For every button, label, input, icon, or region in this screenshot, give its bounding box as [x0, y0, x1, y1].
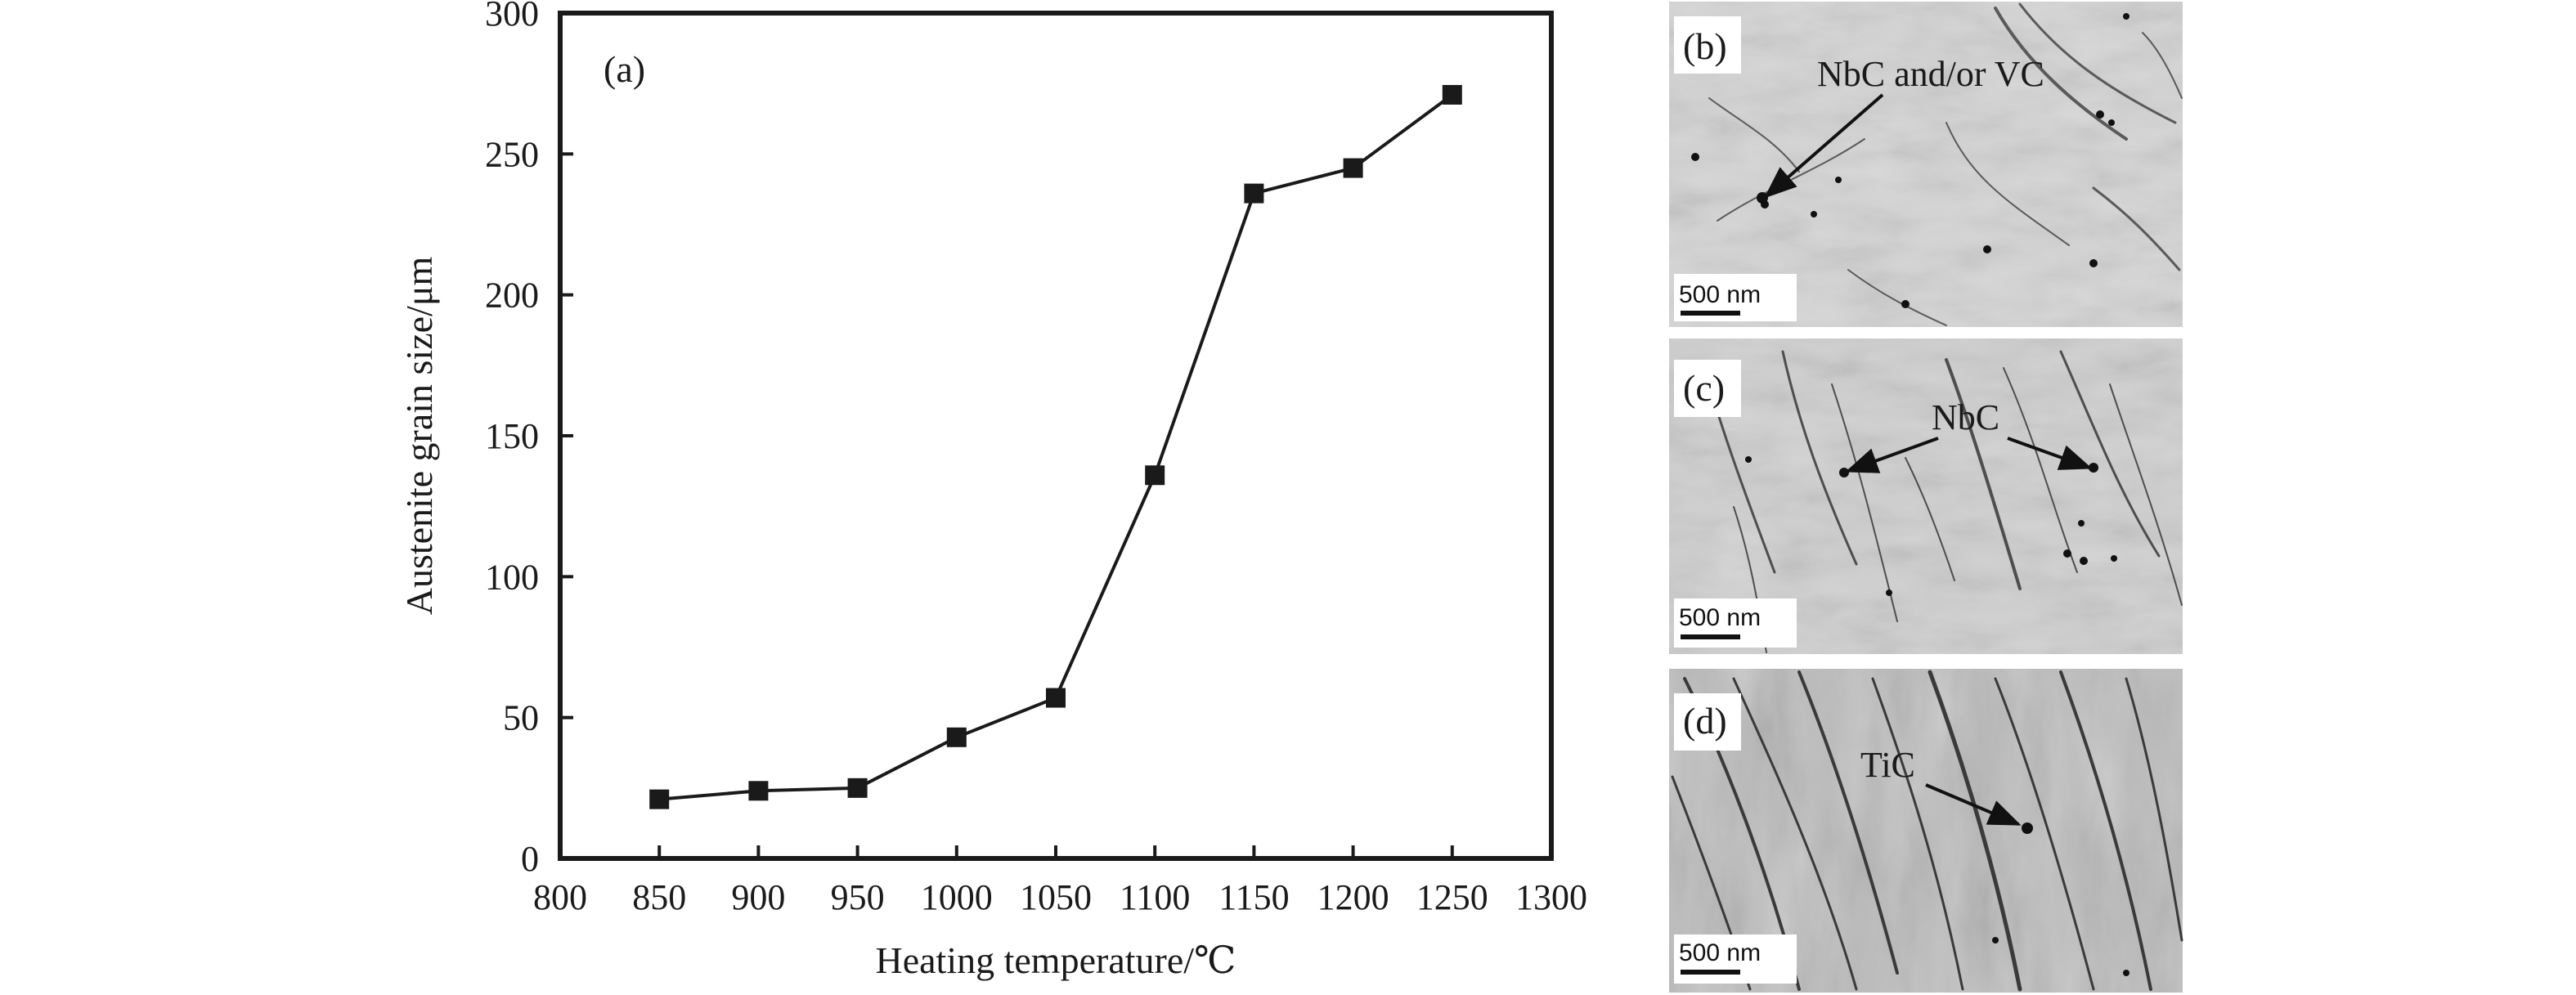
micrograph-d-annotation: TiC: [1860, 745, 1915, 785]
x-tick-label: 1150: [1218, 877, 1289, 917]
x-tick-label: 1000: [921, 877, 993, 917]
plot-frame: [558, 11, 1554, 861]
x-axis-ticks: 800 850 900 950 1000 1050 1100 1150 1200 1250 1300: [533, 845, 1587, 917]
micrograph-c: NbC (c) 500 nm: [1669, 338, 2183, 654]
micrograph-b-streaks: [1708, 2, 2183, 326]
x-tick-label: 850: [632, 877, 686, 917]
x-tick-label: 1050: [1020, 877, 1092, 917]
micrograph-c-scale-label: 500 nm: [1679, 604, 1761, 631]
data-point: [748, 781, 769, 801]
data-point: [1145, 465, 1165, 486]
data-markers: [649, 84, 1462, 809]
micrograph-c-arrow-left: [1845, 437, 1939, 473]
micrograph-d-arrow: [1925, 783, 2022, 826]
x-tick-label: 900: [731, 877, 785, 917]
micrograph-b-label: (b): [1683, 25, 1727, 67]
micrograph-d-label-box: [1674, 693, 1741, 751]
data-point: [1244, 183, 1264, 204]
micrograph-c-arrow-right: [2007, 437, 2093, 470]
data-point: [1442, 84, 1462, 105]
x-tick-label: 1250: [1416, 877, 1488, 917]
y-axis-title: Austenite grain size/μm: [398, 257, 440, 616]
micrograph-b-label-box: [1674, 16, 1741, 74]
x-tick-label: 1300: [1515, 877, 1587, 917]
data-point: [1046, 688, 1066, 708]
data-point: [847, 778, 868, 798]
y-tick-label: 200: [485, 276, 539, 316]
micrograph-d-scale-label: 500 nm: [1679, 939, 1761, 966]
x-tick-label: 950: [831, 877, 885, 917]
micrograph-d: TiC (d) 500 nm: [1669, 669, 2183, 993]
x-tick-label: 800: [533, 877, 587, 917]
y-tick-label: 300: [485, 0, 539, 34]
micrograph-b: NbC and/or VC (b) 500 nm: [1669, 2, 2183, 327]
x-axis-title: Heating temperature/℃: [876, 939, 1236, 981]
x-tick-label: 1200: [1317, 877, 1389, 917]
micrograph-b-arrow: [1763, 93, 1884, 199]
y-tick-label: 250: [485, 134, 539, 174]
data-point: [946, 727, 967, 747]
grain-size-chart: 800 850 900 950 1000 1050 1100 1150 1200 1250 1300…: [398, 0, 1587, 981]
micrograph-b-texture: [1669, 2, 2183, 327]
micrograph-c-label: (c): [1683, 367, 1725, 409]
micrograph-d-streaks: [1671, 670, 2183, 992]
micrograph-d-label: (d): [1683, 700, 1727, 742]
micrograph-c-label-box: [1674, 360, 1741, 417]
y-tick-label: 50: [503, 698, 539, 738]
micrograph-c-annotation: NbC: [1932, 397, 1999, 437]
micrograph-b-scale-label: 500 nm: [1679, 281, 1761, 308]
micrograph-b-annotation: NbC and/or VC: [1817, 54, 2044, 94]
y-tick-label: 150: [485, 416, 539, 456]
micrograph-d-scale-box: [1674, 934, 1797, 984]
y-tick-label: 0: [521, 839, 539, 879]
data-point: [1343, 158, 1363, 178]
micrograph-d-particles: [1992, 822, 2129, 976]
y-tick-label: 100: [485, 557, 539, 597]
x-tick-label: 1100: [1120, 877, 1190, 917]
y-axis-ticks: 0 50 100 150 200 250 300: [485, 0, 573, 879]
micrograph-c-streaks: [1708, 350, 2183, 653]
data-point: [649, 789, 670, 809]
chart-panel-label: (a): [604, 48, 645, 90]
